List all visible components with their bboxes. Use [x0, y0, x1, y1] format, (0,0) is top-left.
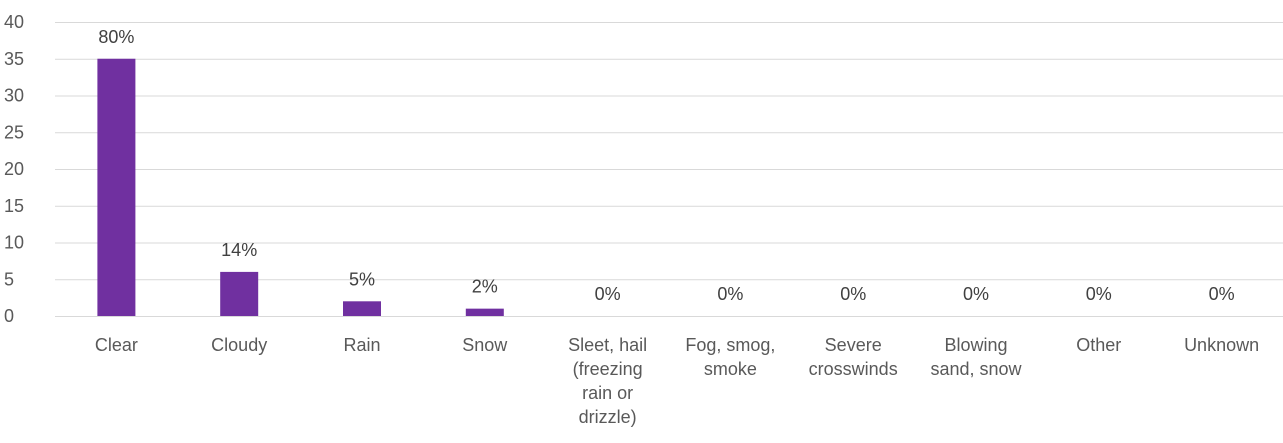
data-label: 0%: [1086, 284, 1112, 304]
bar: [343, 301, 381, 316]
data-labels: 80% 14% 5% 2% 0% 0% 0% 0% 0% 0%: [98, 27, 1234, 304]
y-tick-label: 35: [4, 49, 24, 69]
data-label: 80%: [98, 27, 134, 47]
x-tick-label: Cloudy: [211, 335, 267, 355]
bar: [220, 271, 259, 316]
x-tick-label: Blowing sand, snow: [930, 335, 1022, 379]
data-label: 0%: [840, 284, 866, 304]
y-tick-label: 40: [4, 12, 24, 32]
data-label: 0%: [595, 284, 621, 304]
bars: [97, 58, 504, 316]
x-tick-label: Other: [1076, 335, 1121, 355]
x-tick-label: Rain: [343, 335, 380, 355]
x-axis-labels: Clear Cloudy Rain Snow Sleet, hail (freezing r…: [95, 335, 1259, 427]
data-label: 0%: [963, 284, 989, 304]
bar: [465, 308, 504, 316]
x-tick-label: Clear: [95, 335, 138, 355]
x-tick-label: Unknown: [1184, 335, 1259, 355]
x-tick-label: Sleet, hail (freezing rain or drizzle): [568, 335, 647, 427]
x-tick-label: Severe crosswinds: [809, 335, 898, 379]
y-tick-label: 25: [4, 122, 24, 142]
data-label: 0%: [717, 284, 743, 304]
bar: [97, 58, 136, 316]
y-tick-label: 30: [4, 86, 24, 106]
x-tick-label: Snow: [462, 335, 508, 355]
y-tick-label: 0: [4, 306, 14, 326]
y-tick-label: 15: [4, 196, 24, 216]
data-label: 14%: [221, 240, 257, 260]
y-tick-label: 5: [4, 269, 14, 289]
data-label: 2%: [472, 277, 498, 297]
data-label: 5%: [349, 269, 375, 289]
y-tick-label: 10: [4, 233, 24, 253]
gridlines: [55, 22, 1283, 317]
data-label: 0%: [1209, 284, 1235, 304]
y-tick-label: 20: [4, 159, 24, 179]
x-tick-label: Fog, smog, smoke: [685, 335, 775, 379]
y-axis-ticks: 0 5 10 15 20 25 30 35 40: [4, 12, 24, 326]
